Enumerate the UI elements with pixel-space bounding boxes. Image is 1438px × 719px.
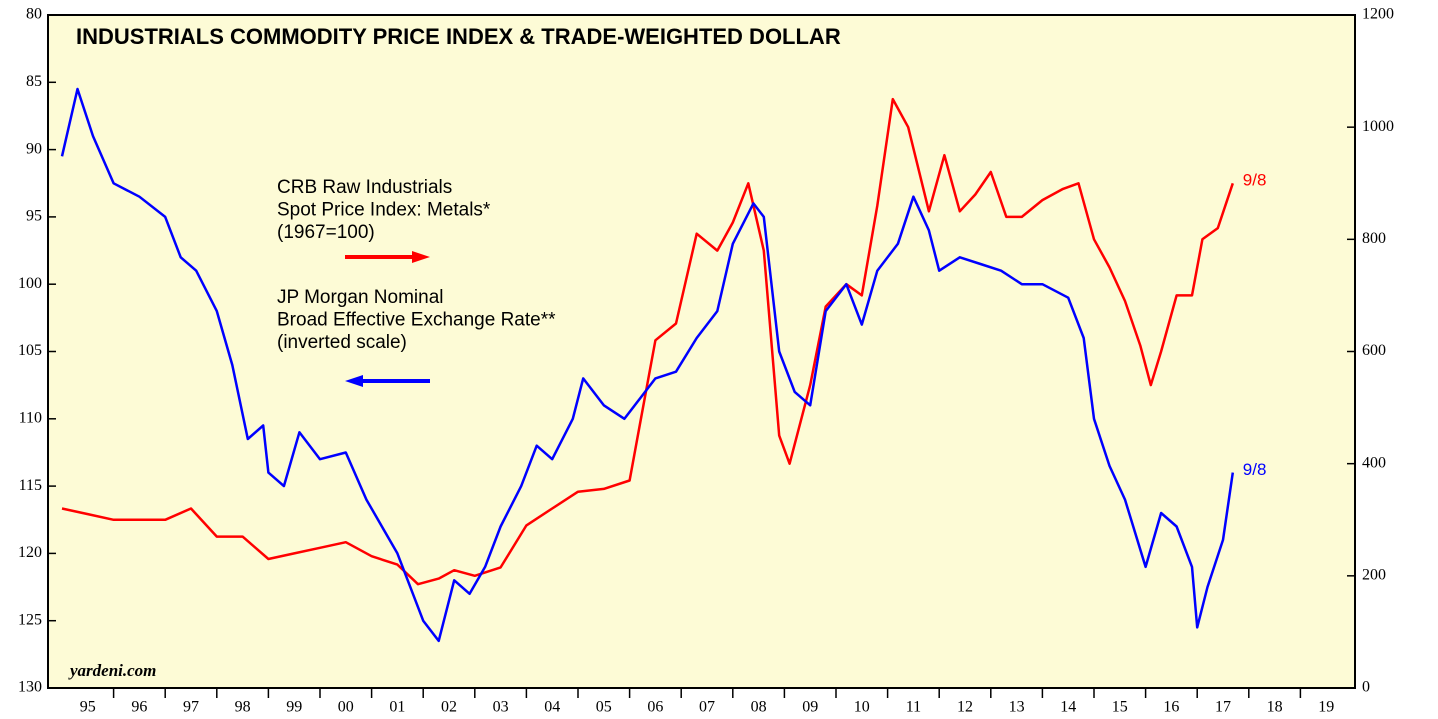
x-tick-label: 11 [906,699,921,716]
x-tick-label: 97 [183,699,199,716]
x-tick-label: 99 [286,699,302,716]
legend-text: CRB Raw Industrials [277,177,452,198]
y2-tick-label: 600 [1362,342,1386,359]
arrow-red-head [412,251,430,263]
end-label: 9/8 [1243,171,1267,190]
x-tick-label: 12 [957,699,973,716]
x-tick-label: 10 [854,699,870,716]
y-tick-label: 100 [18,275,42,292]
x-tick-label: 17 [1215,699,1231,716]
x-tick-label: 04 [544,699,560,716]
x-tick-label: 14 [1060,699,1076,716]
x-tick-label: 16 [1163,699,1179,716]
y-tick-label: 85 [26,73,42,90]
y-tick-label: 110 [19,409,42,426]
plot-area [47,14,1356,689]
legend-text: JP Morgan Nominal [277,287,444,308]
y2-tick-label: 200 [1362,567,1386,584]
chart-title: INDUSTRIALS COMMODITY PRICE INDEX & TRAD… [76,24,841,49]
y2-tick-label: 0 [1362,679,1370,696]
y-tick-label: 120 [18,544,42,561]
x-tick-label: 07 [699,699,715,716]
source: yardeni.com [68,661,156,680]
x-tick-label: 95 [80,699,96,716]
y2-tick-label: 1000 [1362,118,1394,135]
legend-text: (inverted scale) [277,332,407,353]
x-tick-label: 13 [1009,699,1025,716]
y-tick-label: 125 [18,611,42,628]
legend-text: (1967=100) [277,222,375,243]
x-tick-label: 00 [338,699,354,716]
y-tick-label: 130 [18,679,42,696]
arrow-blue-head [345,375,363,387]
x-tick-label: 06 [647,699,663,716]
y2-tick-label: 1200 [1362,6,1394,23]
x-tick-label: 05 [596,699,612,716]
x-tick-label: 15 [1112,699,1128,716]
x-tick-label: 19 [1318,699,1334,716]
x-tick-label: 03 [493,699,509,716]
x-tick-label: 98 [235,699,251,716]
legend-arrows [345,251,430,387]
x-tick-label: 18 [1267,699,1283,716]
y-tick-label: 90 [26,140,42,157]
x-tick-label: 08 [751,699,767,716]
y2-tick-label: 800 [1362,230,1386,247]
legend-text: Spot Price Index: Metals* [277,200,491,221]
end-label: 9/8 [1243,460,1267,479]
x-tick-label: 01 [389,699,405,716]
x-tick-label: 02 [441,699,457,716]
y2-tick-label: 400 [1362,454,1386,471]
y-tick-label: 80 [26,6,42,23]
series-line [61,97,1234,586]
y-tick-label: 115 [19,477,42,494]
x-tick-label: 09 [802,699,818,716]
series-line [60,87,1235,643]
y-tick-label: 105 [18,342,42,359]
legend-text: Broad Effective Exchange Rate** [277,310,556,331]
x-tick-label: 96 [131,699,147,716]
y-tick-label: 95 [26,208,42,225]
